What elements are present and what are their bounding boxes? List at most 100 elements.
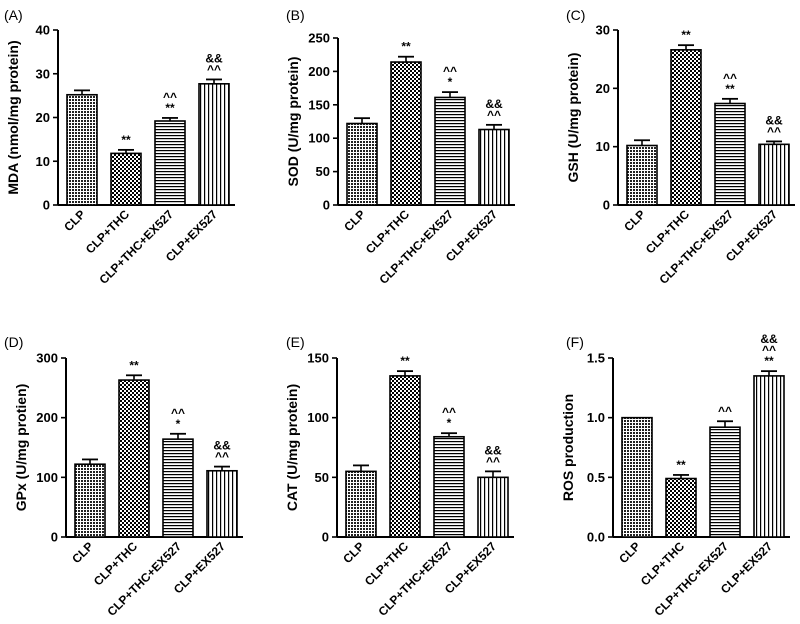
x-tick-label: CLP+THC+EX527 — [96, 207, 176, 287]
significance-marker: * — [448, 75, 453, 89]
bar — [110, 152, 142, 206]
x-tick-label: CLP — [69, 539, 96, 566]
y-tick-label: 10 — [36, 154, 50, 169]
panel-label: (C) — [566, 7, 585, 23]
significance-marker: ** — [681, 28, 691, 42]
y-tick-label: 0 — [322, 530, 329, 545]
bar — [714, 102, 746, 206]
y-axis-title: SOD (U/mg protein) — [285, 57, 301, 187]
bar — [162, 438, 194, 538]
x-tick-label: CLP+THC+EX527 — [104, 539, 184, 619]
x-tick-label: CLP — [61, 207, 88, 234]
y-tick-label: 40 — [36, 23, 50, 38]
significance-marker: ^^ — [767, 124, 781, 138]
bar — [758, 143, 790, 206]
y-tick-label: 1.5 — [587, 351, 605, 366]
y-tick-label: 150 — [308, 97, 330, 112]
bar — [154, 120, 186, 206]
y-tick-label: 10 — [596, 139, 610, 154]
significance-marker: ^^ — [443, 64, 457, 78]
significance-marker: * — [447, 416, 452, 430]
bar — [621, 416, 653, 538]
y-tick-label: 50 — [316, 164, 330, 179]
y-tick-label: 100 — [308, 131, 330, 146]
panel-label: (D) — [4, 334, 23, 350]
significance-marker: ^^ — [486, 454, 500, 468]
y-tick-label: 0 — [323, 198, 330, 213]
bar — [434, 96, 466, 206]
y-tick-label: 0 — [51, 530, 58, 545]
panel-label: (E) — [286, 334, 305, 350]
chart-panel: (F) 0.0 0.5 1.0 1.5 ROS production CLP ** CLP+TH… — [560, 332, 790, 619]
chart-panel: (B) 0 50 100 150 200 250 SOD (U/mg protein) CLP *… — [285, 7, 515, 287]
significance-marker: && — [484, 443, 502, 457]
bar — [198, 83, 230, 206]
significance-marker: ^^ — [762, 343, 776, 357]
significance-marker: && — [760, 332, 778, 346]
x-tick-label: CLP — [616, 539, 643, 566]
bar — [66, 93, 98, 206]
y-tick-label: 0 — [43, 198, 50, 213]
y-axis-title: ROS production — [560, 394, 576, 501]
panel-label: (A) — [4, 7, 23, 23]
bar — [478, 128, 510, 206]
significance-marker: ^^ — [163, 90, 177, 104]
significance-marker: ** — [676, 458, 686, 472]
y-tick-label: 100 — [307, 410, 329, 425]
y-tick-label: 200 — [36, 410, 58, 425]
significance-marker: ** — [165, 101, 175, 115]
panel-label: (B) — [286, 7, 305, 23]
bar — [753, 375, 785, 538]
significance-marker: ^^ — [442, 405, 456, 419]
significance-marker: && — [765, 113, 783, 127]
significance-marker: * — [176, 417, 181, 431]
chart-panel: (E) 0 50 100 150 CAT (U/mg protein) CLP ** CLP+T… — [284, 334, 514, 619]
y-tick-label: 200 — [308, 64, 330, 79]
bar — [670, 49, 702, 206]
y-tick-label: 300 — [36, 351, 58, 366]
bar — [206, 469, 238, 538]
significance-marker: ** — [400, 354, 410, 368]
y-tick-label: 50 — [315, 470, 329, 485]
x-tick-label: CLP+THC+EX527 — [375, 539, 455, 619]
significance-marker: ** — [401, 40, 411, 54]
bar — [74, 463, 106, 538]
y-axis-title: GSH (U/mg protein) — [565, 53, 581, 183]
bar — [389, 375, 421, 538]
significance-marker: && — [213, 439, 231, 453]
significance-marker: && — [485, 97, 503, 111]
bar — [346, 122, 378, 206]
significance-marker: ** — [725, 82, 735, 96]
y-tick-label: 250 — [308, 31, 330, 46]
chart-panel: (D) 0 100 200 300 GPx (U/mg protien) CLP ** CLP+… — [4, 334, 243, 619]
bar — [477, 476, 509, 538]
significance-marker: ^^ — [215, 450, 229, 464]
x-tick-label: CLP+THC+EX527 — [376, 207, 456, 287]
y-tick-label: 30 — [36, 66, 50, 81]
y-tick-label: 100 — [36, 470, 58, 485]
y-tick-label: 30 — [596, 23, 610, 38]
y-tick-label: 0.5 — [587, 470, 605, 485]
significance-marker: ** — [121, 133, 131, 147]
bar — [709, 426, 741, 538]
bar — [665, 477, 697, 538]
y-tick-label: 1.0 — [587, 410, 605, 425]
chart-panel: (A) 0 10 20 30 40 MDA (nmol/mg protein) CLP ** CL… — [4, 7, 235, 287]
y-axis-title: GPx (U/mg protien) — [13, 384, 29, 512]
significance-marker: ** — [129, 358, 139, 372]
panel-label: (F) — [566, 334, 584, 350]
bar — [118, 379, 150, 538]
y-tick-label: 0.0 — [587, 530, 605, 545]
y-tick-label: 20 — [596, 81, 610, 96]
significance-marker: ^^ — [723, 71, 737, 85]
bar — [433, 435, 465, 538]
significance-marker: ** — [764, 354, 774, 368]
y-tick-label: 20 — [36, 110, 50, 125]
significance-marker: ^^ — [487, 108, 501, 122]
y-axis-title: CAT (U/mg protein) — [284, 384, 300, 511]
y-axis-title: MDA (nmol/mg protein) — [5, 40, 21, 194]
significance-marker: ^^ — [207, 62, 221, 76]
significance-marker: ^^ — [171, 406, 185, 420]
chart-panel: (C) 0 10 20 30 GSH (U/mg protein) CLP ** CLP+THC… — [565, 7, 795, 287]
